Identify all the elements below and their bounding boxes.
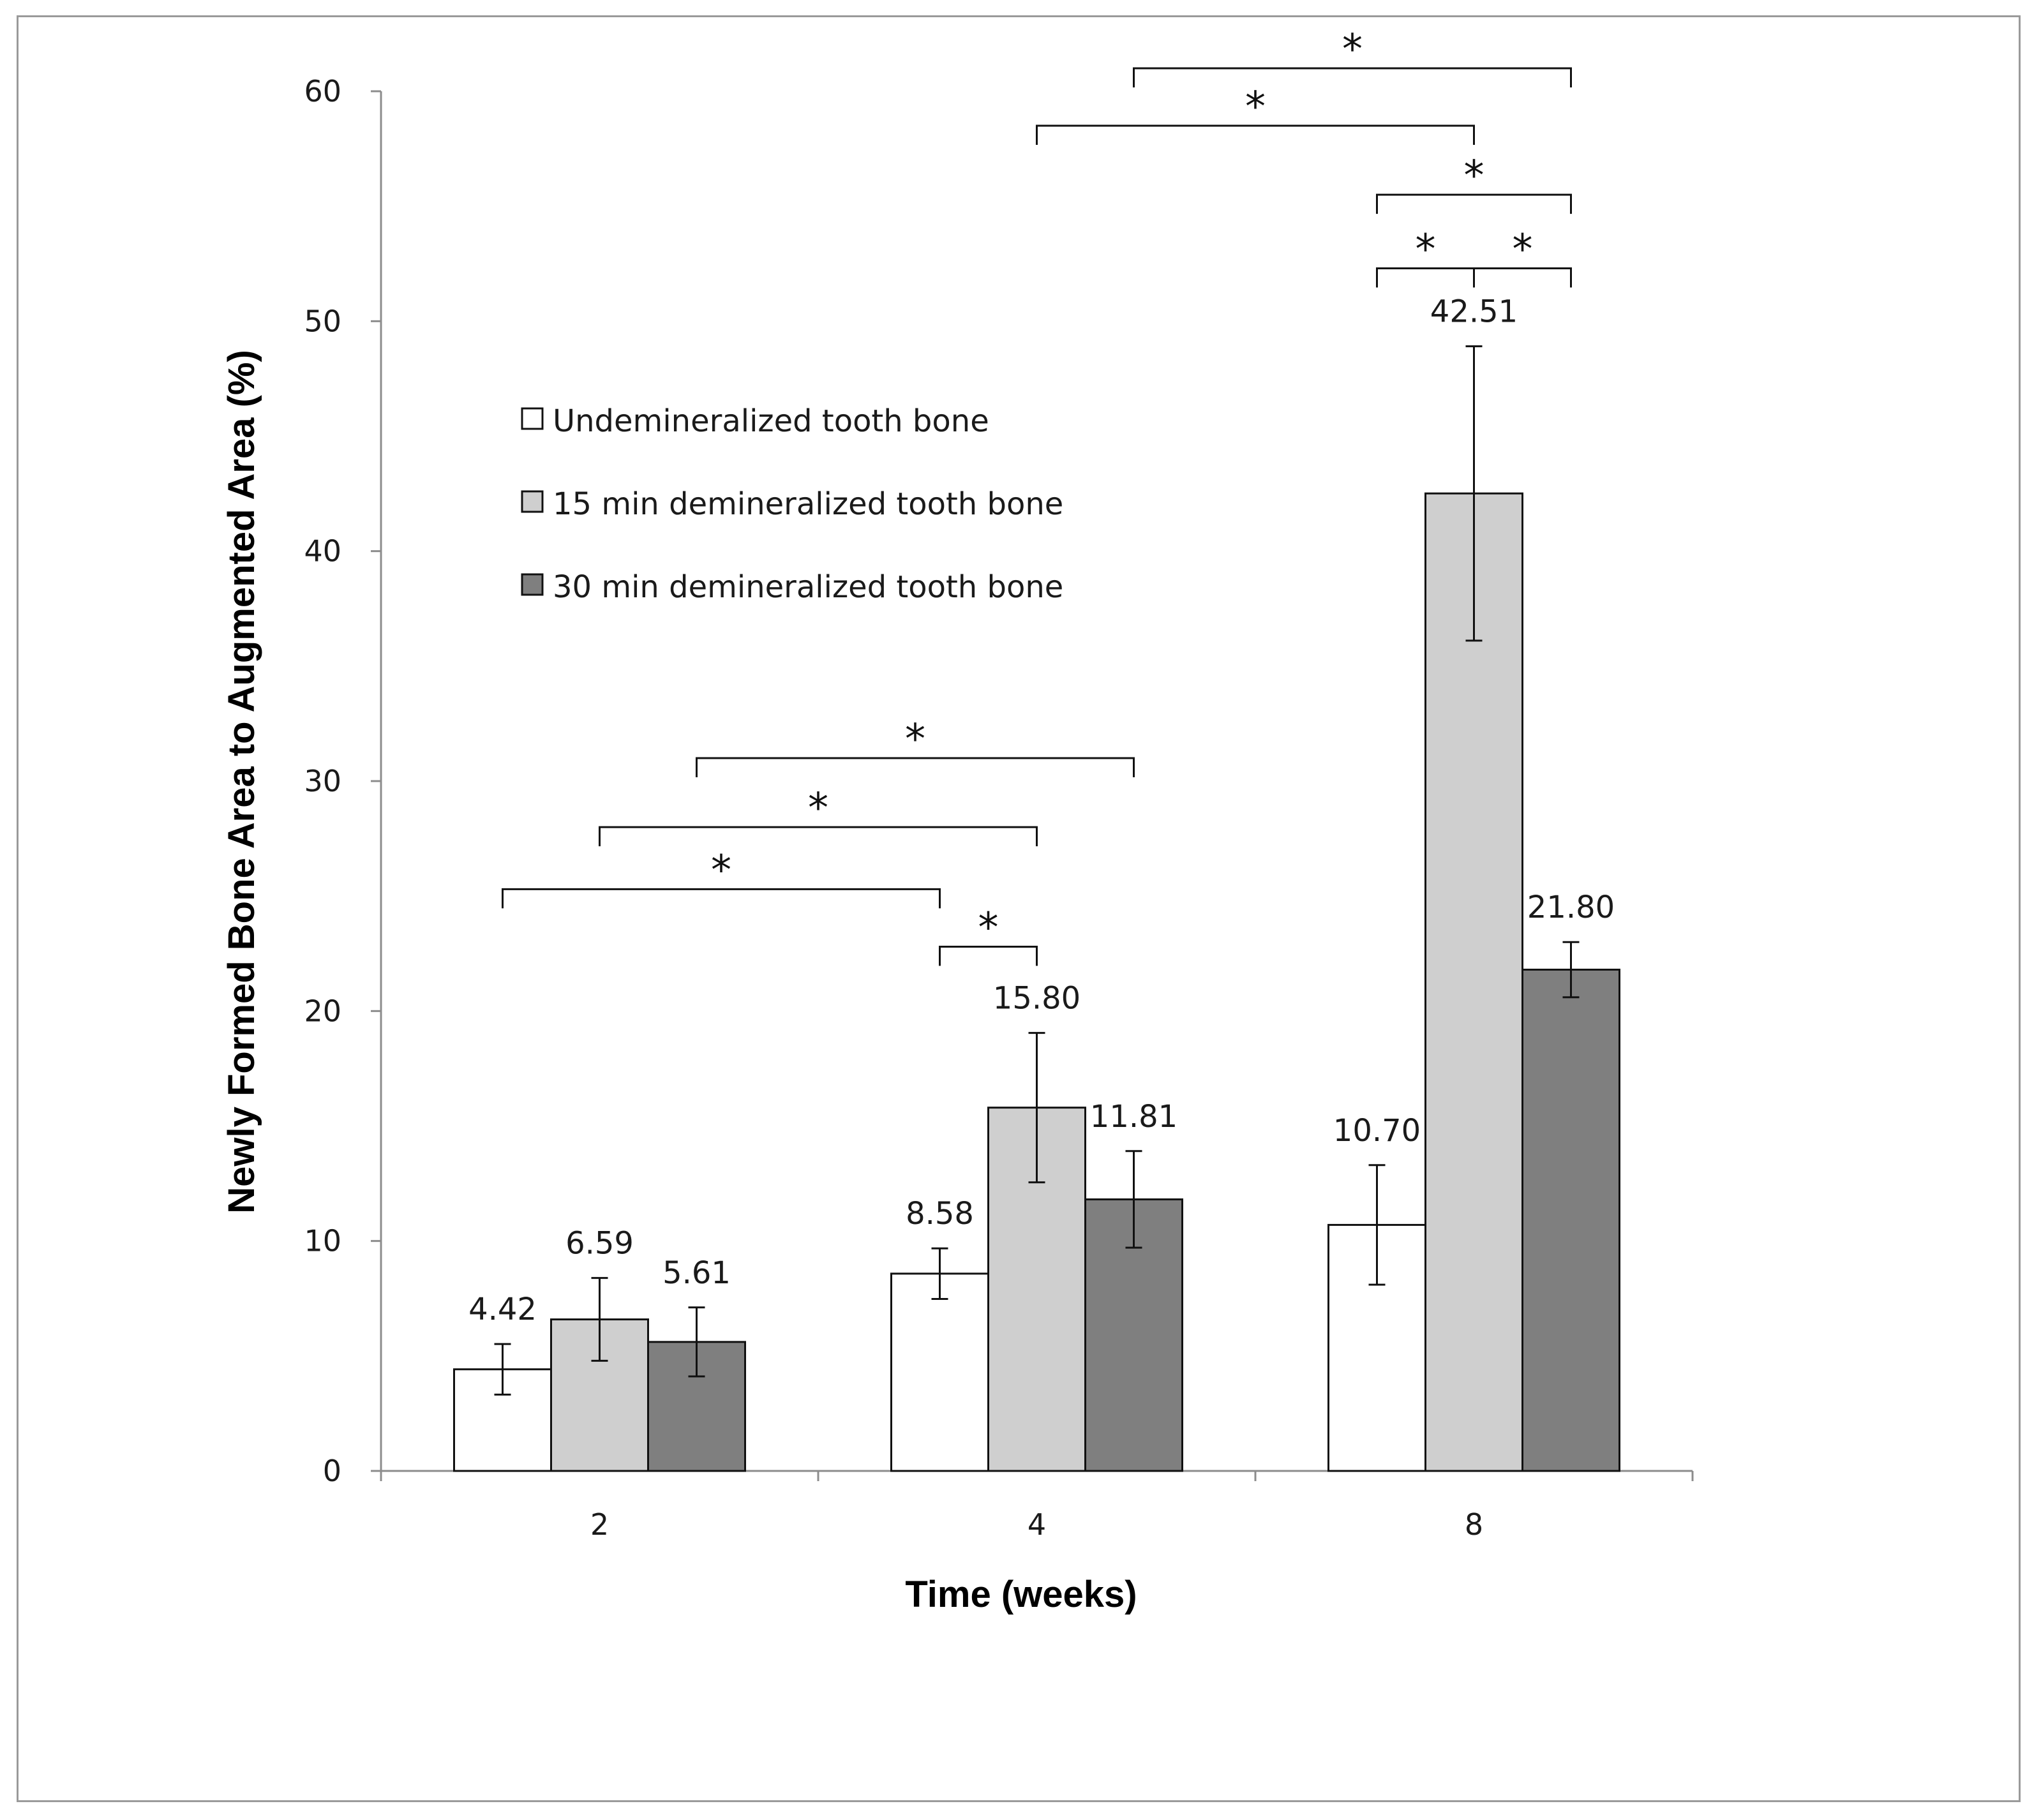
significance-layer: * * * * * * * * * <box>502 26 1572 966</box>
significance-star: * <box>1342 26 1363 73</box>
significance-bracket <box>599 826 1038 847</box>
significance-star: * <box>1245 84 1266 131</box>
bar-s2-c8 <box>1424 492 1523 1472</box>
data-label: 21.80 <box>1527 890 1615 925</box>
significance-star: * <box>978 904 999 951</box>
x-tick-label: 4 <box>1028 1507 1046 1542</box>
y-tick-label: 30 <box>304 764 341 798</box>
significance-bracket <box>939 945 1038 966</box>
data-label: 4.42 <box>468 1292 537 1327</box>
bars-layer <box>453 492 1620 1472</box>
significance-bracket <box>696 757 1135 777</box>
y-tick-label: 0 <box>323 1454 341 1488</box>
x-tick-label: 2 <box>590 1507 609 1542</box>
bar-s3-c8 <box>1521 968 1620 1472</box>
significance-star: * <box>711 847 731 894</box>
y-axis-title: Newly Formed Bone Area to Augmented Area… <box>221 350 262 1214</box>
significance-bracket <box>1133 67 1572 87</box>
legend-label: 30 min demineralized tooth bone <box>553 569 1063 605</box>
y-tick-label: 60 <box>304 74 341 108</box>
significance-bracket <box>502 888 941 909</box>
x-axis-title: Time (weeks) <box>905 1574 1137 1615</box>
bar-s1-c4 <box>890 1272 989 1472</box>
significance-star: * <box>1513 226 1533 273</box>
figure-frame <box>17 15 2021 1802</box>
data-label: 15.80 <box>993 981 1080 1017</box>
data-labels-layer: 4.42 8.58 10.70 6.59 15.80 42.51 5.61 11.81 21.8… <box>468 294 1615 1327</box>
data-label: 10.70 <box>1333 1113 1421 1149</box>
legend-label: Undemineralized tooth bone <box>553 403 989 439</box>
y-tick-label: 20 <box>304 994 341 1028</box>
data-label: 8.58 <box>906 1196 974 1232</box>
y-tick-label: 10 <box>304 1224 341 1258</box>
data-label: 5.61 <box>662 1255 731 1291</box>
x-tick-label: 8 <box>1465 1507 1483 1542</box>
error-bars-layer <box>494 345 1580 1396</box>
legend-swatch-s3 <box>521 573 544 596</box>
data-label: 42.51 <box>1430 294 1518 330</box>
significance-bracket <box>1036 124 1475 145</box>
significance-bracket <box>1376 193 1572 214</box>
significance-bracket <box>1473 267 1572 288</box>
data-label: 6.59 <box>565 1226 634 1262</box>
legend-swatch-s2 <box>521 490 544 513</box>
significance-star: * <box>1416 226 1436 273</box>
significance-star: * <box>905 716 925 763</box>
significance-star: * <box>808 785 828 832</box>
legend-swatch-s1 <box>521 407 544 430</box>
legend-label: 15 min demineralized tooth bone <box>553 486 1063 522</box>
significance-star: * <box>1464 153 1484 200</box>
y-tick-label: 50 <box>304 304 341 338</box>
data-label: 11.81 <box>1090 1099 1178 1135</box>
y-tick-label: 40 <box>304 534 341 569</box>
legend: Undemineralized tooth bone 15 min deminer… <box>521 403 1063 605</box>
